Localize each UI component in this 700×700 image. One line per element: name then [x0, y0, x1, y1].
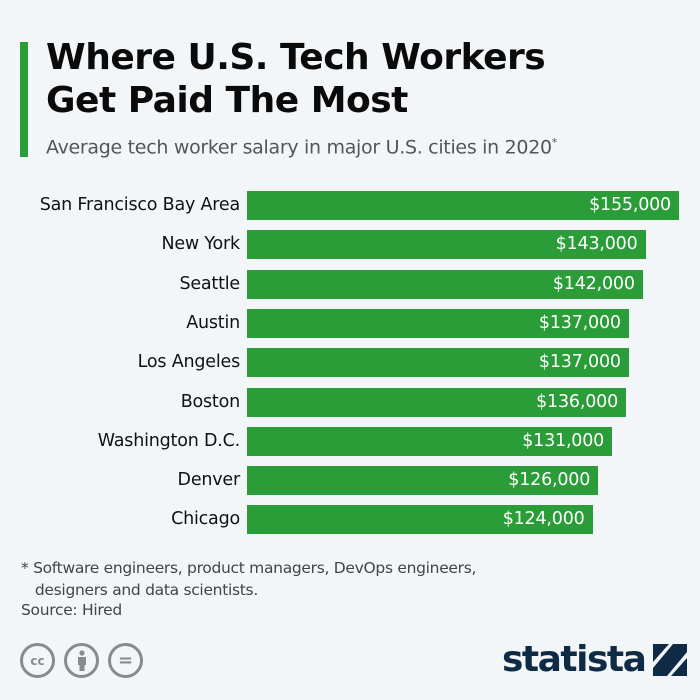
value-label: $126,000 — [508, 470, 591, 491]
chart-title: Where U.S. Tech Workers Get Paid The Mos… — [46, 36, 686, 122]
value-label: $131,000 — [522, 430, 605, 451]
category-label: New York — [161, 234, 240, 255]
value-label: $142,000 — [552, 273, 635, 294]
bar: $137,000 — [247, 348, 629, 378]
bar: $131,000 — [247, 426, 613, 456]
bar: $142,000 — [247, 269, 643, 299]
nd-icon-label: = — [117, 650, 134, 671]
value-label: $137,000 — [538, 312, 621, 333]
category-label: Chicago — [171, 509, 240, 530]
value-label: $143,000 — [555, 234, 638, 255]
category-label: Los Angeles — [137, 352, 241, 373]
license-icons: cc = — [20, 643, 143, 678]
category-label: Boston — [180, 391, 240, 412]
cc-icon[interactable]: cc — [20, 643, 55, 678]
title-line-2: Get Paid The Most — [46, 80, 408, 121]
no-derivatives-icon[interactable]: = — [108, 643, 143, 678]
category-label: Seattle — [179, 273, 240, 294]
category-label: Denver — [177, 470, 241, 491]
subtitle-text: Average tech worker salary in major U.S.… — [46, 136, 552, 159]
bar: $126,000 — [247, 466, 599, 496]
cc-icon-label: cc — [30, 653, 45, 668]
statista-logo-mark-icon — [653, 644, 688, 676]
value-label: $124,000 — [502, 509, 585, 530]
source: Source: Hired — [21, 601, 122, 619]
subtitle-footnote-mark: * — [551, 136, 558, 149]
bar: $137,000 — [247, 308, 629, 338]
bar-chart: San Francisco Bay Area $155,000 New York $1… — [39, 191, 679, 535]
title-accent-bar — [20, 42, 28, 157]
statista-logo-text: statista — [502, 639, 647, 680]
category-label: San Francisco Bay Area — [39, 195, 241, 215]
statista-logo[interactable]: statista — [502, 639, 688, 680]
value-label: $137,000 — [538, 352, 621, 373]
bar: $136,000 — [247, 387, 627, 417]
value-label: $155,000 — [589, 195, 671, 215]
bar: $124,000 — [247, 505, 593, 535]
category-label: Washington D.C. — [97, 430, 240, 451]
footnote: * Software engineers, product managers, … — [21, 559, 477, 599]
chart-subtitle: Average tech worker salary in major U.S.… — [46, 136, 557, 158]
bar: $155,000 — [247, 191, 679, 220]
title-line-1: Where U.S. Tech Workers — [46, 37, 546, 78]
value-label: $136,000 — [536, 391, 619, 412]
attribution-icon[interactable] — [64, 643, 99, 678]
bar: $143,000 — [247, 230, 646, 260]
category-label: Austin — [186, 312, 240, 333]
